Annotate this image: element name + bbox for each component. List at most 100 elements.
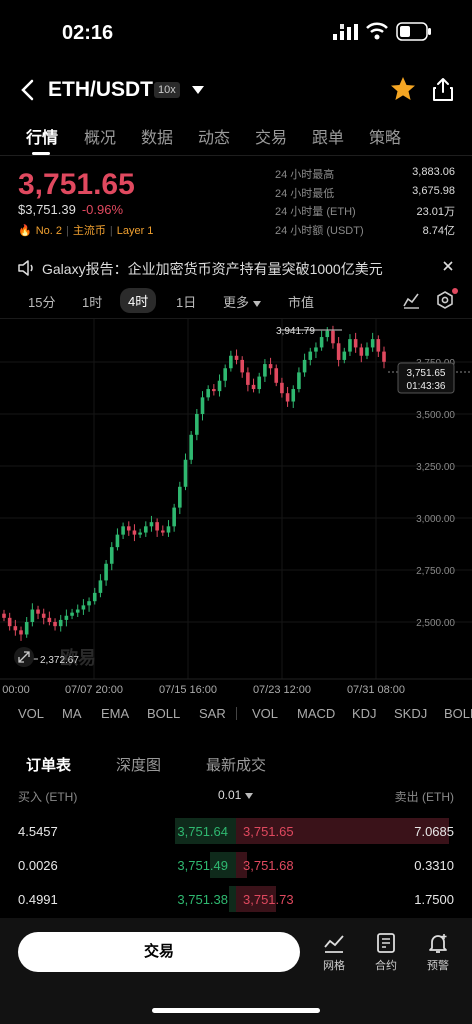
ind-main-ema[interactable]: EMA — [101, 706, 130, 721]
ask-depth-bar — [236, 818, 449, 844]
candle-body — [291, 389, 296, 402]
interval-1d[interactable]: 1日 — [176, 295, 197, 310]
rank-tag[interactable]: No. 2 — [35, 225, 62, 237]
tab-trades[interactable]: 最新成交 — [206, 757, 267, 774]
interval-marketcap[interactable]: 市值 — [288, 295, 315, 310]
candle-body — [13, 626, 18, 631]
ask-quantity: 0.3310 — [414, 858, 454, 873]
stat-label: 24 小时量 (ETH) — [275, 206, 356, 218]
candle-body — [280, 382, 284, 394]
tab-orderbook[interactable]: 订单表 — [26, 757, 72, 774]
layer-tag[interactable]: Layer 1 — [116, 225, 154, 237]
ask-depth-bar — [236, 886, 276, 912]
ask-price[interactable]: 3,751.73 — [243, 892, 294, 907]
candle-body — [143, 526, 148, 533]
orderbook-row[interactable]: 0.0026 3,751.49 3,751.68 0.3310 — [0, 848, 472, 882]
price-usd-line: $3,751.39 -0.96% — [18, 202, 123, 217]
candle-body — [382, 351, 386, 362]
ind-sub-kdj[interactable]: KDJ — [352, 706, 377, 721]
candle-body — [138, 532, 142, 535]
bottom-action-bar: 交易 网格 合约 预警 — [0, 918, 472, 1024]
interval-more[interactable]: 更多 — [223, 292, 262, 311]
candlestick-chart[interactable]: 3,750.003,500.003,250.003,000.002,750.00… — [0, 319, 472, 697]
indicator-chart-icon[interactable] — [402, 291, 420, 309]
candle-body — [200, 397, 205, 414]
category-tag[interactable]: 主流币 — [72, 225, 106, 237]
grid-button[interactable]: 网格 — [314, 932, 354, 973]
ind-main-ma[interactable]: MA — [62, 706, 82, 721]
candle-body — [24, 622, 29, 635]
announcement-bar[interactable]: Galaxy报告：企业加密货币资产持有量突破1000亿美元 — [18, 258, 458, 278]
ind-main-sar[interactable]: SAR — [199, 706, 226, 721]
interval-4h[interactable]: 4时 — [120, 288, 157, 313]
candle-body — [149, 522, 154, 527]
pair-title[interactable]: ETH/USDT — [48, 78, 153, 101]
bid-quantity: 0.0026 — [18, 858, 58, 873]
ind-main-vol[interactable]: VOL — [18, 706, 45, 721]
tab-strategy[interactable]: 策略 — [369, 130, 402, 147]
bid-price[interactable]: 3,751.38 — [177, 892, 228, 907]
candle-body — [121, 526, 125, 535]
orderbook-row[interactable]: 4.5457 3,751.64 3,751.65 7.0685 — [0, 814, 472, 848]
trade-button[interactable]: 交易 — [18, 932, 300, 972]
wifi-icon — [366, 22, 388, 40]
candle-body — [115, 534, 120, 548]
interval-1h[interactable]: 1时 — [82, 295, 103, 310]
ind-main-boll[interactable]: BOLL — [147, 706, 181, 721]
ask-price[interactable]: 3,751.68 — [243, 858, 294, 873]
candle-body — [370, 339, 375, 348]
ind-sub-vol[interactable]: VOL — [252, 706, 279, 721]
candle-body — [319, 337, 324, 348]
chevron-down-icon — [253, 300, 262, 307]
tab-data[interactable]: 数据 — [141, 130, 174, 147]
candle-body — [246, 372, 250, 385]
candle-body — [251, 384, 256, 390]
stat-row: 24 小时最低 3,675.98 — [275, 185, 455, 204]
share-icon[interactable] — [432, 76, 454, 102]
candle-body — [155, 522, 159, 531]
candle-body — [172, 507, 176, 527]
tab-copytrade[interactable]: 跟单 — [312, 130, 345, 147]
precision-selector[interactable]: 0.01 — [218, 788, 253, 802]
chart-grid — [0, 319, 472, 680]
candle-body — [104, 563, 108, 581]
orderbook-row[interactable]: 0.4991 3,751.38 3,751.73 1.7500 — [0, 882, 472, 916]
chart-settings-icon[interactable] — [436, 291, 454, 309]
candle-body — [217, 380, 222, 392]
candle-body — [308, 351, 313, 360]
ind-sub-boll[interactable]: BOLL — [444, 706, 472, 721]
close-icon[interactable] — [442, 260, 454, 272]
alert-button[interactable]: 预警 — [418, 932, 458, 973]
candle-body — [75, 609, 80, 613]
x-tick-label: 07/15 16:00 — [159, 684, 217, 696]
tab-depth[interactable]: 深度图 — [116, 757, 162, 774]
pair-dropdown-icon[interactable] — [192, 86, 204, 94]
stat-value: 3,883.06 — [412, 166, 455, 178]
fullscreen-icon[interactable] — [14, 647, 34, 667]
back-arrow-icon[interactable] — [18, 78, 38, 102]
contract-icon — [377, 933, 395, 953]
tab-quotes[interactable]: 行情 — [26, 130, 59, 147]
tab-trade[interactable]: 交易 — [255, 130, 288, 147]
battery-icon — [396, 22, 431, 41]
price-chart[interactable]: 3,750.003,500.003,250.003,000.002,750.00… — [0, 318, 472, 696]
buy-column-label: 买入 (ETH) — [18, 790, 78, 804]
announcement-text[interactable]: Galaxy报告：企业加密货币资产持有量突破1000亿美元 — [42, 261, 383, 277]
ind-sub-skdj[interactable]: SKDJ — [394, 706, 428, 721]
grid-trading-icon — [324, 935, 344, 953]
favorite-star-icon[interactable] — [390, 76, 416, 102]
bid-price[interactable]: 3,751.64 — [177, 824, 228, 839]
grid-label: 网格 — [323, 960, 345, 972]
ask-quantity: 7.0685 — [414, 824, 454, 839]
interval-15m[interactable]: 15分 — [28, 295, 56, 310]
bid-price[interactable]: 3,751.49 — [177, 858, 228, 873]
tab-news[interactable]: 动态 — [198, 130, 231, 147]
candle-body — [359, 347, 364, 356]
ask-price[interactable]: 3,751.65 — [243, 824, 294, 839]
candle-body — [2, 613, 6, 618]
candle-body — [342, 351, 347, 360]
contract-button[interactable]: 合约 — [366, 932, 406, 973]
ind-sub-macd[interactable]: MACD — [297, 706, 336, 721]
high-label: 3,941.79 — [276, 326, 315, 337]
tab-overview[interactable]: 概况 — [84, 130, 117, 147]
